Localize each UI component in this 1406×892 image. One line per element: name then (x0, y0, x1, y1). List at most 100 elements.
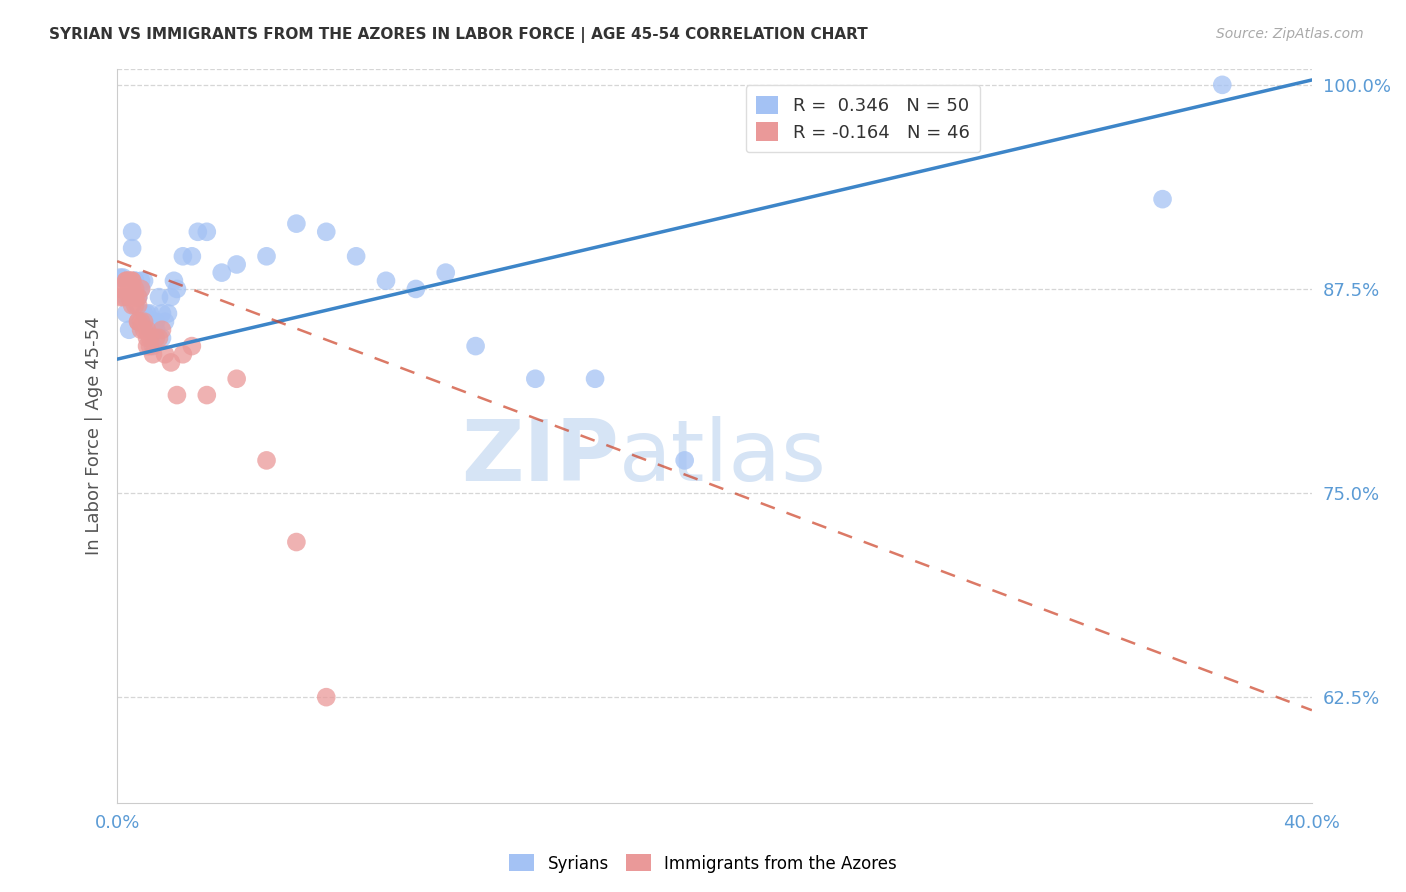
Point (256, 249, 278, 263)
Point (108, 282, 131, 296)
Point (115, 274, 138, 288)
Point (163, 274, 186, 288)
Point (139, 323, 162, 337)
Point (132, 274, 155, 288)
Point (225, 257, 247, 271)
Text: Source: ZipAtlas.com: Source: ZipAtlas.com (1216, 27, 1364, 41)
Point (124, 298, 146, 312)
Point (127, 298, 149, 312)
Point (160, 355, 183, 369)
Point (124, 274, 146, 288)
Point (256, 453, 278, 467)
Point (150, 323, 173, 337)
Point (145, 331, 167, 345)
Point (132, 306, 155, 320)
Point (132, 323, 155, 337)
Text: ZIP: ZIP (461, 417, 619, 500)
Point (129, 323, 152, 337)
Point (172, 347, 194, 361)
Point (434, 266, 457, 280)
Point (115, 290, 138, 304)
Point (121, 274, 143, 288)
Point (145, 315, 167, 329)
Point (673, 453, 696, 467)
Point (166, 282, 188, 296)
Point (153, 347, 176, 361)
Point (121, 290, 143, 304)
Point (375, 274, 398, 288)
Point (195, 225, 218, 239)
Point (139, 331, 162, 345)
Point (148, 331, 170, 345)
Point (118, 274, 141, 288)
Point (121, 225, 143, 239)
Point (108, 290, 131, 304)
Point (344, 249, 367, 263)
Point (156, 306, 179, 320)
Text: SYRIAN VS IMMIGRANTS FROM THE AZORES IN LABOR FORCE | AGE 45-54 CORRELATION CHAR: SYRIAN VS IMMIGRANTS FROM THE AZORES IN … (49, 27, 868, 43)
Point (136, 323, 159, 337)
Point (127, 290, 149, 304)
Point (129, 282, 152, 296)
Point (129, 315, 152, 329)
Point (136, 331, 159, 345)
Point (315, 225, 337, 239)
Point (108, 270, 131, 285)
Point (127, 290, 149, 304)
Point (136, 315, 159, 329)
Point (139, 306, 162, 320)
Point (1152, 192, 1174, 206)
Point (583, 372, 606, 386)
Point (139, 339, 162, 353)
Point (315, 690, 337, 705)
Point (405, 282, 427, 296)
Point (127, 290, 149, 304)
Point (524, 372, 547, 386)
Point (195, 388, 218, 402)
Point (172, 249, 194, 263)
Point (285, 535, 308, 549)
Text: atlas: atlas (619, 417, 827, 500)
Point (121, 274, 143, 288)
Point (129, 282, 152, 296)
Point (121, 241, 143, 255)
Legend: R =  0.346   N = 50, R = -0.164   N = 46: R = 0.346 N = 50, R = -0.164 N = 46 (745, 85, 980, 153)
Point (166, 388, 188, 402)
Point (1211, 78, 1233, 92)
Point (127, 315, 149, 329)
Point (153, 315, 176, 329)
Point (225, 372, 247, 386)
Point (180, 249, 202, 263)
Legend: Syrians, Immigrants from the Azores: Syrians, Immigrants from the Azores (503, 847, 903, 880)
Point (136, 306, 159, 320)
Point (142, 315, 165, 329)
Point (124, 282, 146, 296)
Point (160, 290, 183, 304)
Y-axis label: In Labor Force | Age 45-54: In Labor Force | Age 45-54 (86, 317, 103, 555)
Point (136, 339, 159, 353)
Point (127, 315, 149, 329)
Point (115, 282, 138, 296)
Point (142, 347, 165, 361)
Point (148, 290, 170, 304)
Point (118, 323, 141, 337)
Point (150, 331, 173, 345)
Point (142, 339, 165, 353)
Point (124, 290, 146, 304)
Point (150, 306, 173, 320)
Point (129, 274, 152, 288)
Point (187, 225, 209, 239)
Point (118, 290, 141, 304)
Point (180, 339, 202, 353)
Point (121, 298, 143, 312)
Point (121, 282, 143, 296)
Point (118, 274, 141, 288)
Point (124, 290, 146, 304)
Point (285, 217, 308, 231)
Point (112, 270, 135, 285)
Point (145, 323, 167, 337)
Point (464, 339, 486, 353)
Point (112, 290, 135, 304)
Point (211, 266, 233, 280)
Point (115, 274, 138, 288)
